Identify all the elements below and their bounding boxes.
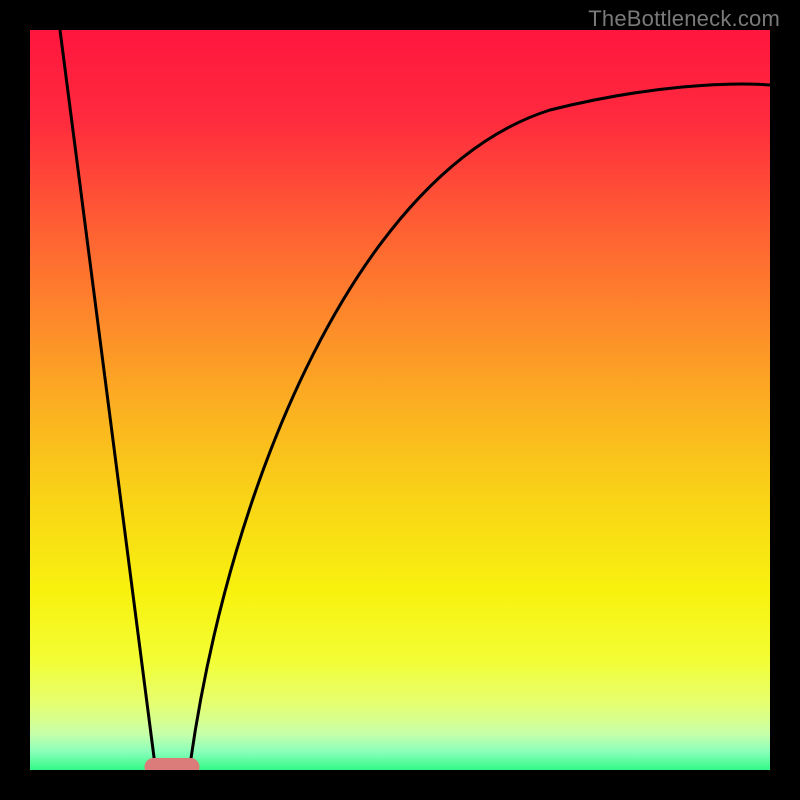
right-recovery-curve — [190, 84, 770, 765]
dip-marker — [145, 758, 200, 770]
watermark-text: TheBottleneck.com — [588, 6, 780, 32]
left-descent-line — [60, 30, 155, 765]
curves-svg — [30, 30, 770, 770]
plot-area — [30, 30, 770, 770]
